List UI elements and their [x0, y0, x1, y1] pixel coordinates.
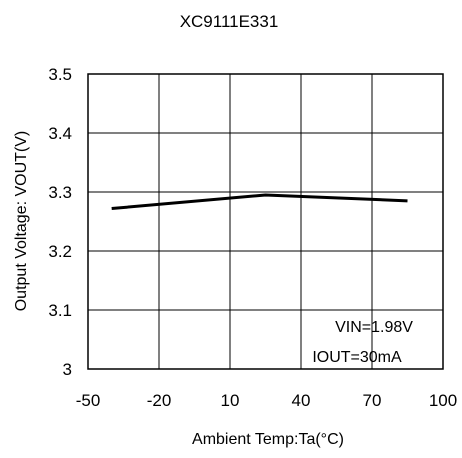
- x-tick-label: -20: [147, 391, 172, 410]
- plot-frame: [87, 73, 444, 370]
- series-line: [111, 193, 408, 211]
- y-tick-label: 3: [63, 360, 72, 379]
- grid: [88, 74, 443, 369]
- x-axis-title: Ambient Temp:Ta(°C): [192, 431, 344, 448]
- annotation-vin: VIN=1.98V: [335, 319, 413, 336]
- y-tick-label: 3.4: [48, 124, 72, 143]
- x-tick-label: 100: [429, 391, 457, 410]
- x-tick-label: 40: [292, 391, 311, 410]
- x-tick-label: 10: [221, 391, 240, 410]
- y-axis-title: Output Voltage: VOUT(V): [13, 131, 30, 312]
- annotation-iout: IOUT=30mA: [312, 349, 402, 366]
- y-tick-labels: 3 3.1 3.2 3.3 3.4 3.5: [48, 65, 72, 379]
- x-tick-label: 70: [363, 391, 382, 410]
- y-tick-label: 3.3: [48, 183, 72, 202]
- chart-title: XC9111E331: [180, 12, 279, 31]
- y-tick-label: 3.1: [48, 301, 72, 320]
- y-tick-label: 3.2: [48, 242, 72, 261]
- y-tick-label: 3.5: [48, 65, 72, 84]
- x-tick-label: -50: [76, 391, 101, 410]
- x-tick-labels: -50 -20 10 40 70 100: [76, 391, 457, 410]
- series-group: [111, 193, 408, 211]
